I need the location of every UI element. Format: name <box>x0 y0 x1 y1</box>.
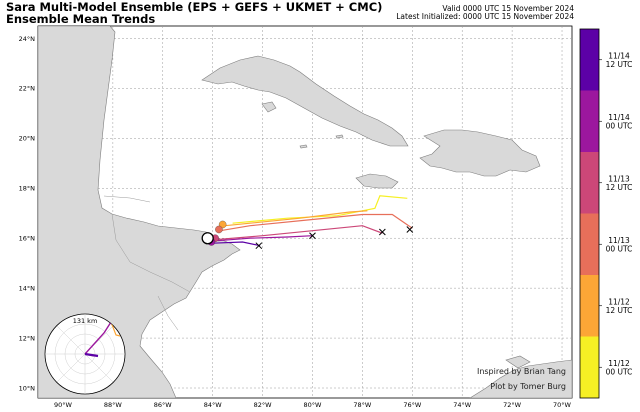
lon-label: 82°W <box>254 401 273 409</box>
plot-subtitle: Ensemble Mean Trends <box>6 12 156 26</box>
inset-distance-label: 131 km <box>73 317 98 325</box>
latest-init: Latest Initialized: 0000 UTC 15 November… <box>396 12 574 21</box>
plot-title: Sara Multi-Model Ensemble (EPS + GEFS + … <box>6 0 383 14</box>
track-line <box>217 225 383 241</box>
colorbar-time-label: 00 UTC <box>606 121 633 130</box>
cayman-island <box>299 144 308 149</box>
credit-inspired: Inspired by Brian Tang <box>477 367 566 376</box>
lon-label: 80°W <box>304 401 323 409</box>
cayman-island-2 <box>335 134 344 139</box>
jamaica-land <box>355 173 399 189</box>
colorbar-segment <box>580 213 599 275</box>
colorbar-frame <box>579 28 600 399</box>
x-marker <box>379 228 386 236</box>
colorbar-segment <box>580 336 599 398</box>
lat-label: 20°N <box>19 135 36 143</box>
country-borders <box>103 195 191 331</box>
colorbar-time-label: 12 UTC <box>606 60 633 69</box>
colombia-peninsula <box>505 355 531 369</box>
lon-label: 86°W <box>154 401 173 409</box>
colorbar-segment <box>580 29 599 91</box>
colorbar-date-label: 11/14 <box>608 113 630 122</box>
current-position-circle <box>201 232 214 245</box>
track-line <box>220 213 413 232</box>
forecast-end-markers <box>255 226 414 250</box>
longitude-labels: 90°W 88°W 86°W 84°W 82°W 80°W 78°W 76°W 74°W 72°W… <box>54 401 572 409</box>
lon-label: 88°W <box>104 401 123 409</box>
colorbar-date-label: 11/14 <box>608 51 630 60</box>
valid-time: Valid 0000 UTC 15 November 2024 <box>442 4 574 13</box>
lon-label: 74°W <box>453 401 472 409</box>
south-america-land <box>469 359 572 398</box>
lon-label: 76°W <box>403 401 422 409</box>
lon-label: 72°W <box>503 401 522 409</box>
colorbar-segment <box>580 275 599 337</box>
hispaniola-land <box>419 129 541 177</box>
colorbar-time-label: 00 UTC <box>606 367 633 376</box>
lat-label: 24°N <box>19 35 36 43</box>
track-line <box>217 235 313 242</box>
lat-label: 12°N <box>19 334 36 342</box>
x-marker <box>255 242 263 250</box>
lat-label: 22°N <box>19 85 36 93</box>
lat-label: 10°N <box>19 384 36 392</box>
ensemble-tracks <box>212 195 413 247</box>
lat-label: 18°N <box>19 185 36 193</box>
colorbar-time-label: 12 UTC <box>606 306 633 315</box>
cuba-land <box>201 55 409 147</box>
central-america-land <box>38 26 241 398</box>
track-trend-inset: 131 km <box>44 313 126 395</box>
current-position-marker <box>201 232 214 245</box>
lon-label: 70°W <box>553 401 572 409</box>
colorbar-time-label: 00 UTC <box>606 244 633 253</box>
colorbar-time-label: 12 UTC <box>606 183 633 192</box>
colorbar-segment <box>580 90 599 152</box>
latitude-labels: 24°N 22°N 20°N 18°N 16°N 14°N 12°N 10°N <box>19 35 36 393</box>
colorbar-date-label: 11/13 <box>608 174 630 183</box>
lat-label: 16°N <box>19 235 36 243</box>
x-marker <box>309 232 316 240</box>
track-line <box>212 241 261 247</box>
colorbar-segment <box>580 152 599 214</box>
init-marker <box>215 225 223 234</box>
lon-label: 90°W <box>54 401 73 409</box>
x-marker <box>406 226 414 233</box>
isle-of-youth-land <box>261 101 277 113</box>
colorbar-date-label: 11/12 <box>608 297 630 306</box>
colorbar-date-label: 11/13 <box>608 236 630 245</box>
credit-plot: Plot by Tomer Burg <box>490 382 566 391</box>
colorbar-date-label: 11/12 <box>608 359 630 368</box>
lon-label: 84°W <box>204 401 223 409</box>
lat-label: 14°N <box>19 284 36 292</box>
lon-label: 78°W <box>353 401 372 409</box>
landmasses <box>38 26 572 398</box>
track-line <box>225 210 368 227</box>
